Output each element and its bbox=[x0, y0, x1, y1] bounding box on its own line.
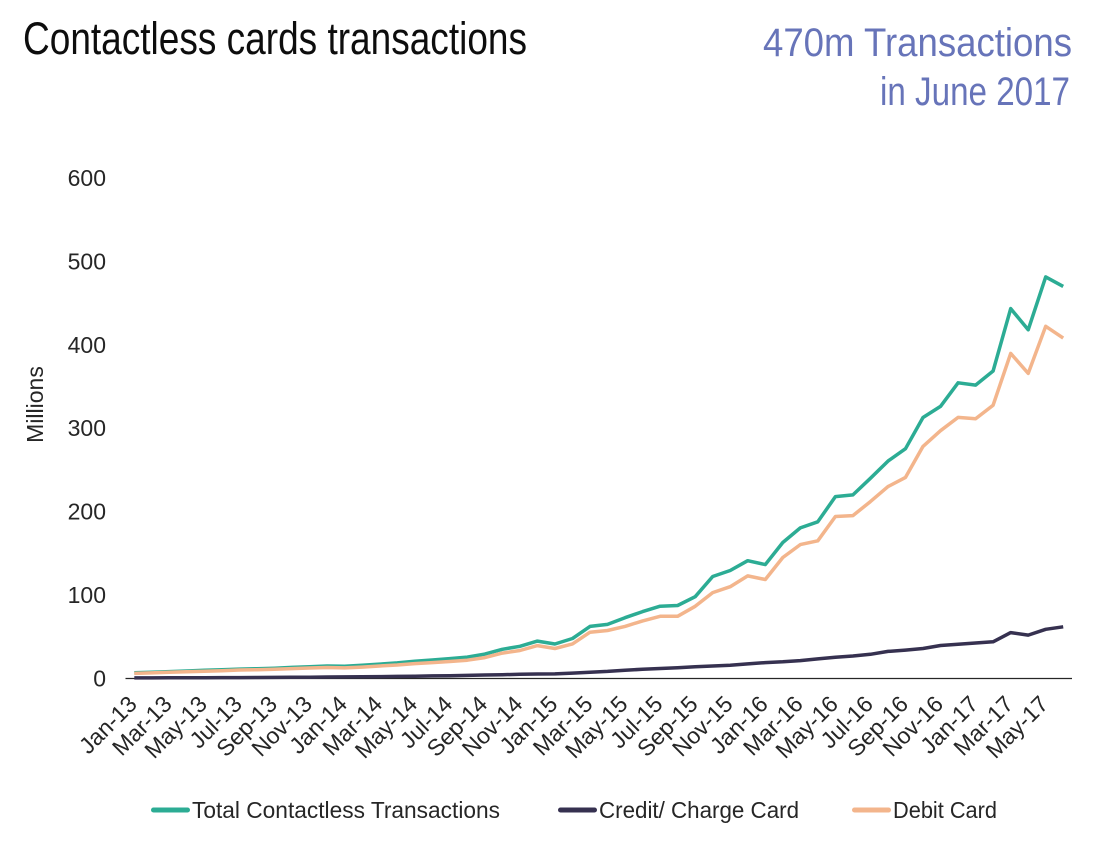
svg-text:470m Transactions: 470m Transactions bbox=[763, 21, 1072, 65]
svg-text:Credit/ Charge Card: Credit/ Charge Card bbox=[599, 797, 799, 823]
svg-text:Total Contactless Transactions: Total Contactless Transactions bbox=[192, 797, 500, 823]
svg-text:in June 2017: in June 2017 bbox=[880, 70, 1070, 114]
svg-text:0: 0 bbox=[93, 666, 106, 692]
svg-text:Debit Card: Debit Card bbox=[893, 797, 997, 823]
svg-text:Millions: Millions bbox=[22, 366, 48, 443]
svg-text:400: 400 bbox=[68, 332, 106, 358]
svg-text:300: 300 bbox=[68, 415, 106, 441]
svg-text:600: 600 bbox=[68, 165, 106, 191]
svg-text:500: 500 bbox=[68, 248, 106, 274]
svg-text:100: 100 bbox=[68, 582, 106, 608]
svg-text:Contactless cards transactions: Contactless cards transactions bbox=[23, 13, 527, 64]
svg-text:200: 200 bbox=[68, 499, 106, 525]
